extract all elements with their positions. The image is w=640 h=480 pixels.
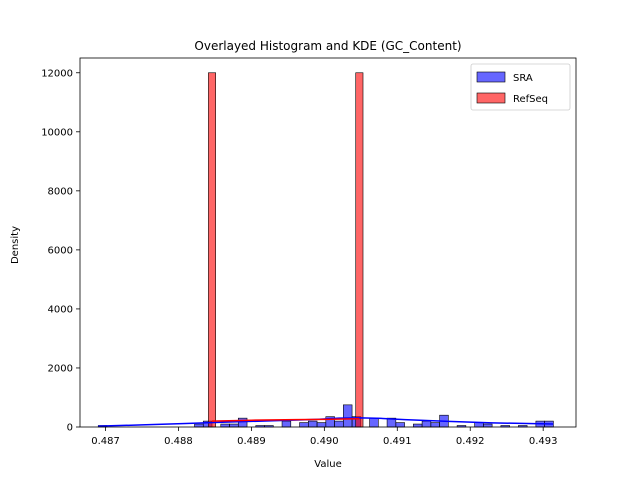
y-axis-label: Density — [10, 226, 21, 264]
y-tick-label: 8000 — [48, 186, 73, 197]
y-tick-label: 2000 — [48, 363, 73, 374]
histogram-bar-sra-27 — [334, 420, 344, 428]
x-tick-label: 0.491 — [383, 436, 412, 447]
legend-label-refseq: RefSeq — [513, 94, 548, 105]
legend-swatch-sra — [476, 71, 506, 83]
x-tick-label: 0.493 — [529, 436, 558, 447]
legend-swatch-refseq — [476, 92, 506, 104]
histogram-bar-sra-24 — [308, 420, 318, 428]
y-tick-label: 6000 — [48, 245, 73, 256]
histogram-bar-refseq-0 — [208, 72, 216, 428]
histogram-bar-sra-34 — [395, 422, 405, 428]
legend-label-sra: SRA — [513, 73, 533, 84]
histogram-bar-refseq-2 — [355, 72, 364, 428]
histogram-bar-sra-21 — [281, 420, 292, 428]
histogram-bar-sra-28 — [343, 404, 353, 428]
kde-line-sra — [98, 417, 554, 427]
histogram-bar-sra-37 — [421, 420, 432, 428]
y-tick-label: 0 — [67, 423, 73, 434]
x-axis-label: Value — [314, 459, 341, 470]
plot-frame — [79, 57, 577, 428]
x-tick-label: 0.488 — [164, 436, 193, 447]
histogram-bar-sra-23 — [299, 422, 309, 428]
histogram-bar-sra-16 — [237, 417, 248, 428]
histogram-bar-sra-11 — [194, 423, 204, 428]
chart-title: Overlayed Histogram and KDE (GC_Content) — [194, 39, 461, 53]
histogram-bar-sra-14 — [220, 423, 230, 428]
histogram-bar-sra-44 — [483, 423, 493, 428]
y-tick-label: 10000 — [41, 127, 73, 138]
histogram-bar-sra-31 — [369, 417, 379, 428]
y-tick-label: 12000 — [41, 68, 73, 79]
x-tick-label: 0.487 — [91, 436, 120, 447]
kde-curves — [98, 417, 554, 427]
histogram-bar-sra-36 — [413, 423, 423, 428]
kde-line-refseq — [212, 417, 360, 422]
histogram-bar-sra-38 — [430, 422, 440, 428]
x-tick-label: 0.489 — [237, 436, 266, 447]
y-tick-label: 4000 — [48, 304, 73, 315]
histogram-bar-sra-15 — [229, 423, 239, 428]
x-tick-label: 0.490 — [310, 436, 339, 447]
x-tick-label: 0.492 — [456, 436, 485, 447]
axes: 0.487 0.488 0.489 0.490 0.491 0.492 0.493 0 2000… — [41, 57, 577, 447]
histogram-bar-sra-25 — [316, 422, 327, 428]
legend: SRA RefSeq — [470, 63, 571, 111]
